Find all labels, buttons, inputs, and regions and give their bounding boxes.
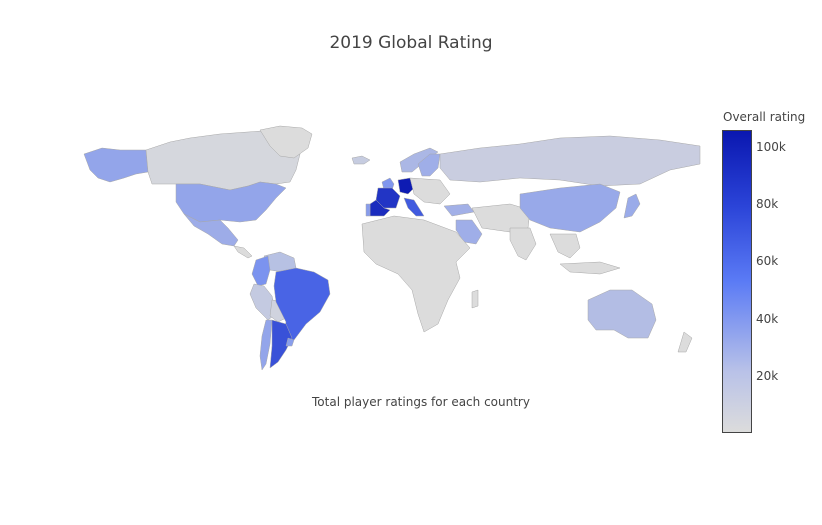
country-mexico[interactable] <box>183 213 239 247</box>
country-iceland[interactable] <box>351 155 371 165</box>
country-india[interactable] <box>509 227 537 261</box>
country-greenland[interactable] <box>259 125 313 159</box>
country-central[interactable] <box>233 245 253 259</box>
world-map[interactable] <box>80 124 702 374</box>
country-russia[interactable] <box>439 135 701 187</box>
colorbar-tick-label: 80k <box>756 197 779 212</box>
colorbar-tick-label: 60k <box>756 254 779 269</box>
country-portugal[interactable] <box>365 203 371 217</box>
country-saudi-arabia[interactable] <box>455 219 483 245</box>
country-germany[interactable] <box>397 177 415 195</box>
country-newzealand[interactable] <box>677 331 693 353</box>
chart-title: 2019 Global Rating <box>329 33 493 53</box>
colorbar-title: Overall rating <box>723 110 806 124</box>
colorbar <box>722 130 752 433</box>
country-brazil[interactable] <box>273 267 331 341</box>
country-alaska[interactable] <box>83 147 149 183</box>
colorbar-tick-label: 20k <box>756 368 779 383</box>
map-caption: Total player ratings for each country <box>312 395 530 409</box>
country-japan[interactable] <box>623 193 641 219</box>
country-se-asia[interactable] <box>549 233 581 259</box>
country-colombia[interactable] <box>251 255 271 287</box>
country-europe-rest[interactable] <box>409 177 451 205</box>
country-chile[interactable] <box>259 319 273 371</box>
country-madagascar[interactable] <box>471 289 479 309</box>
country-turkey[interactable] <box>443 203 475 217</box>
colorbar-tick-label: 100k <box>756 140 786 155</box>
colorbar-tick-label: 40k <box>756 311 779 326</box>
country-china[interactable] <box>519 183 621 233</box>
country-italy[interactable] <box>403 197 425 217</box>
country-sweden[interactable] <box>417 153 441 177</box>
country-australia[interactable] <box>587 289 657 339</box>
country-indonesia[interactable] <box>559 261 621 275</box>
map-svg <box>83 125 701 371</box>
country-uruguay[interactable] <box>285 337 295 347</box>
country-argentina[interactable] <box>269 319 293 369</box>
country-africa[interactable] <box>361 215 471 333</box>
